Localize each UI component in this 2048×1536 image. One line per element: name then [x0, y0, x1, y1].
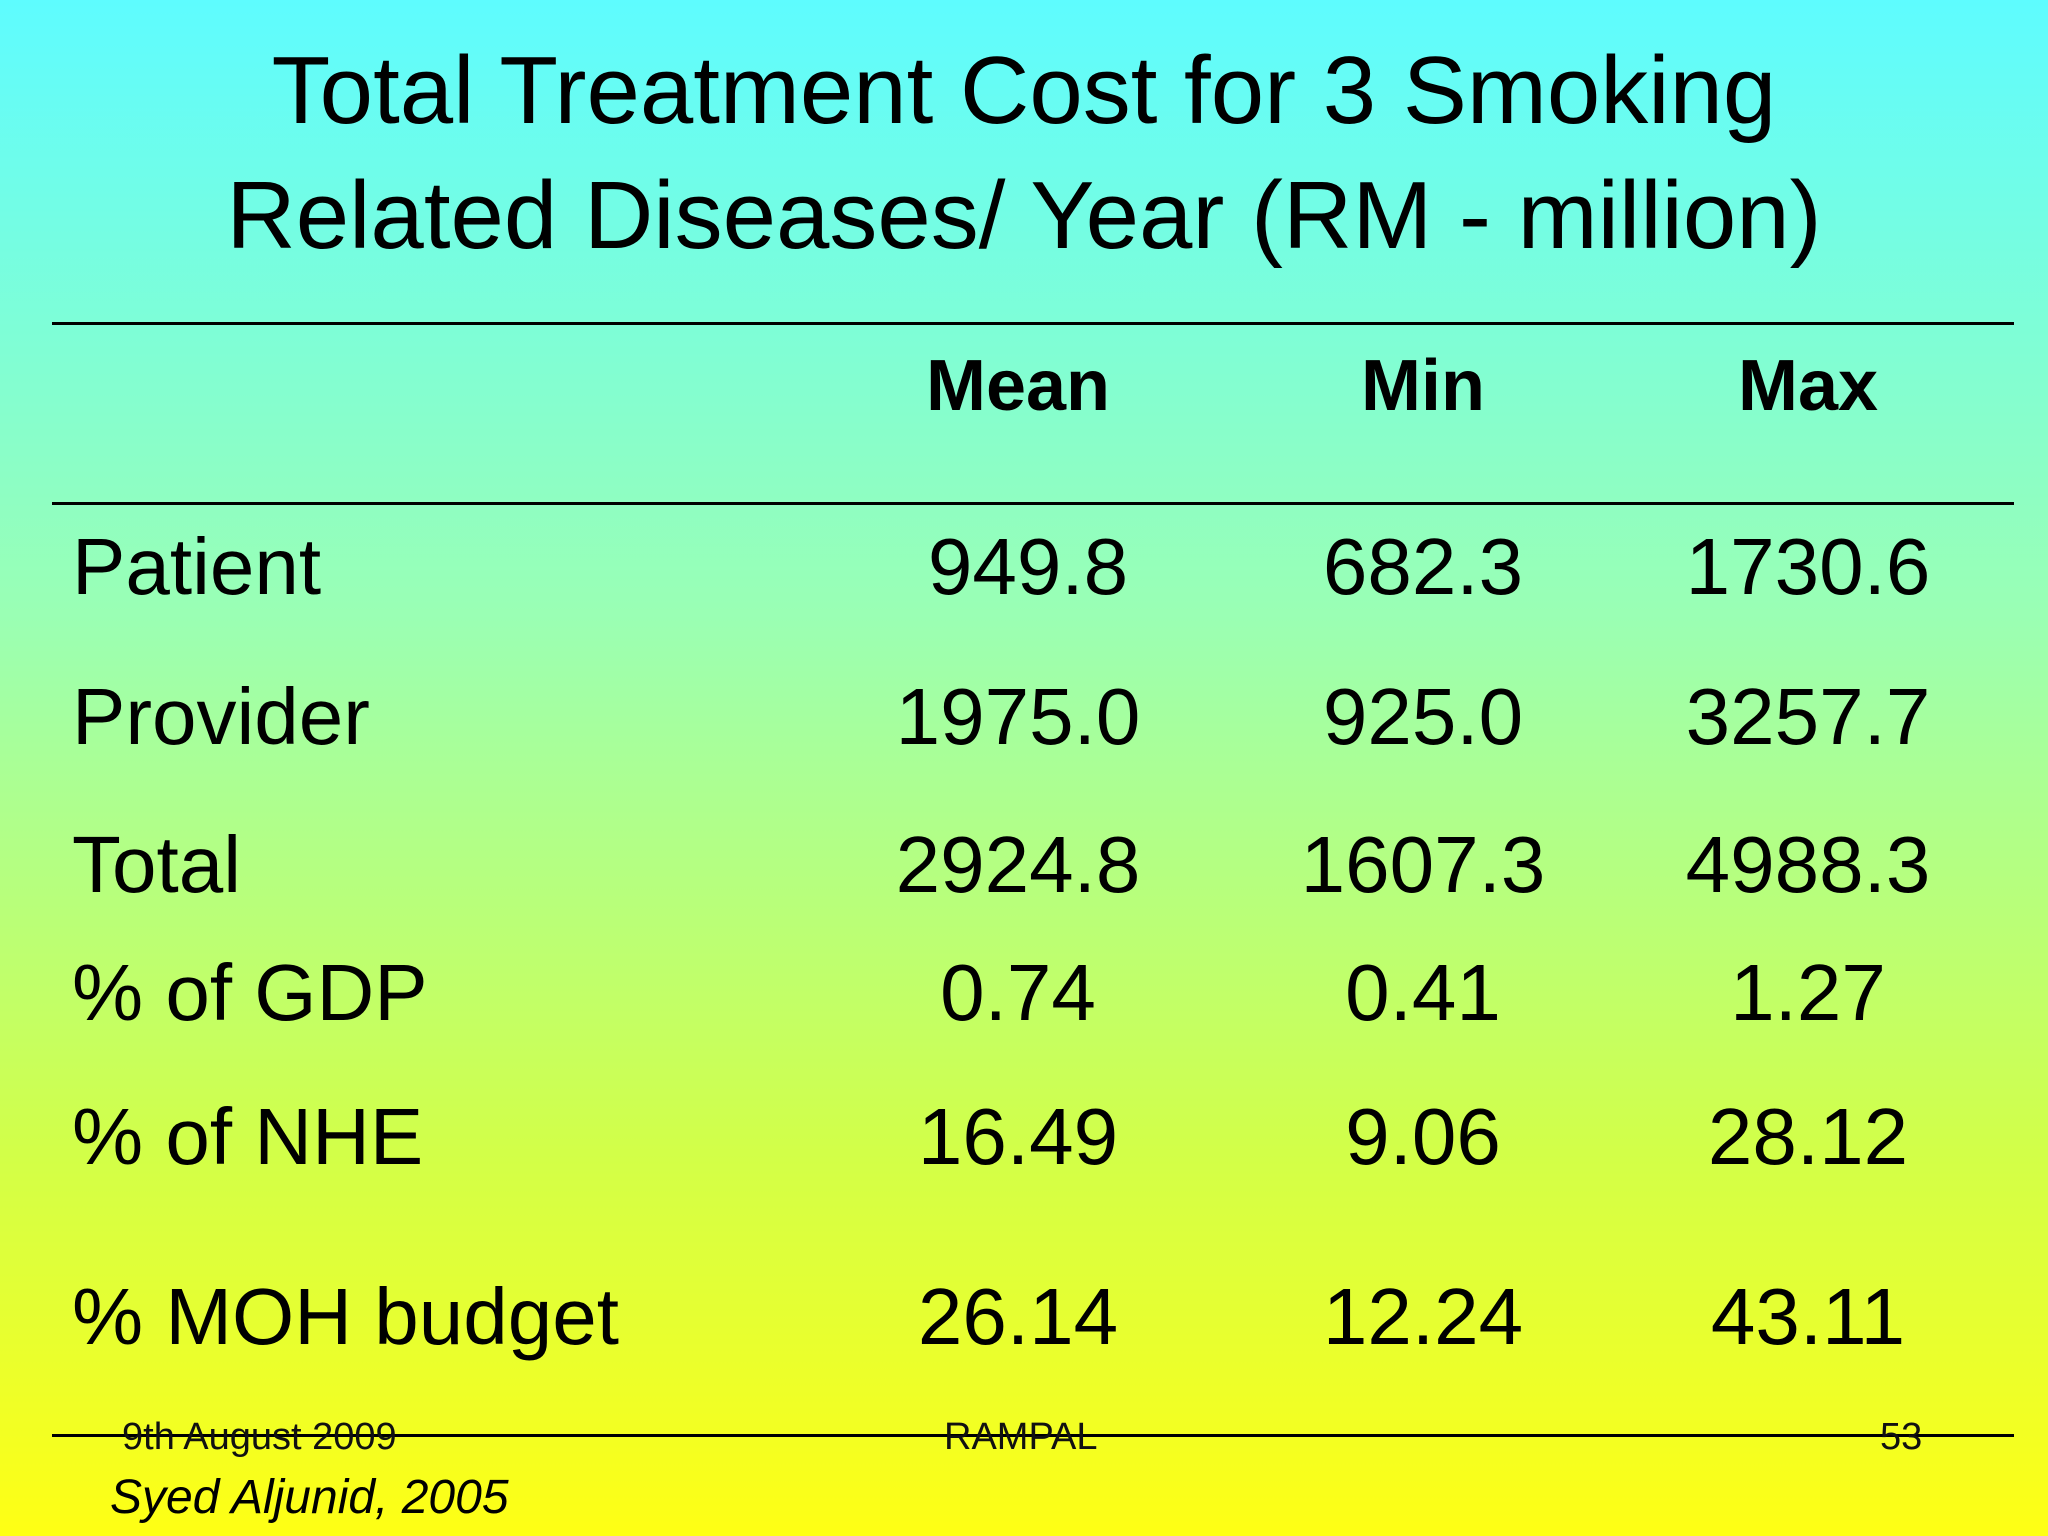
- cell-mean: 26.14: [917, 1272, 1119, 1361]
- table-top-rule: [52, 322, 2014, 325]
- cell-min: 0.41: [1345, 948, 1501, 1037]
- cell-min: 1607.3: [1300, 820, 1546, 909]
- row-label: % of NHE: [72, 1092, 424, 1181]
- footer-date: 9th August 2009: [122, 1416, 397, 1458]
- cell-mean: 1975.0: [895, 672, 1141, 761]
- cell-max: 1730.6: [1685, 522, 1931, 611]
- row-label: Provider: [72, 672, 370, 761]
- row-label: % MOH budget: [72, 1272, 619, 1361]
- footer-presenter: RAMPAL: [944, 1416, 1098, 1458]
- table-header-rule: [52, 502, 2014, 505]
- cell-min: 682.3: [1322, 522, 1524, 611]
- cell-mean: 16.49: [917, 1092, 1119, 1181]
- cell-max: 43.11: [1710, 1272, 1906, 1361]
- cell-max: 4988.3: [1685, 820, 1931, 909]
- column-header-min: Min: [1361, 346, 1485, 426]
- cell-max: 3257.7: [1685, 672, 1931, 761]
- row-label: Total: [72, 820, 241, 909]
- cell-min: 925.0: [1322, 672, 1524, 761]
- table-bottom-rule: [52, 1434, 2014, 1437]
- footer-page-number: 53: [1880, 1416, 1923, 1458]
- cell-min: 9.06: [1345, 1092, 1501, 1181]
- cell-mean: 0.74: [940, 948, 1096, 1037]
- slide-title-line-2: Related Diseases/ Year (RM - million): [226, 162, 1822, 269]
- row-label: Patient: [72, 522, 322, 611]
- slide-title-line-1: Total Treatment Cost for 3 Smoking: [271, 37, 1777, 144]
- source-citation: Syed Aljunid, 2005: [110, 1471, 509, 1524]
- cell-mean: 949.8: [927, 522, 1129, 611]
- cell-mean: 2924.8: [895, 820, 1141, 909]
- row-label: % of GDP: [72, 948, 428, 1037]
- cell-max: 28.12: [1707, 1092, 1909, 1181]
- cell-min: 12.24: [1322, 1272, 1524, 1361]
- column-header-max: Max: [1737, 346, 1879, 426]
- column-header-mean: Mean: [925, 346, 1111, 426]
- slide-title: Total Treatment Cost for 3 Smoking Relat…: [0, 28, 2048, 278]
- cell-max: 1.27: [1730, 948, 1886, 1037]
